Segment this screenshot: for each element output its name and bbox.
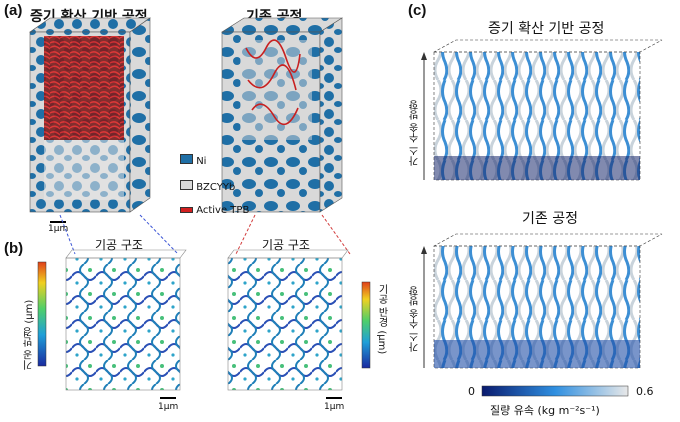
panel-label-b: (b)	[4, 240, 24, 257]
colorbar-left-label: 기공 반경 (μm)	[24, 299, 35, 370]
panel-c-axis-label-top: 가스 수송 방향	[410, 99, 421, 166]
scale-label-b-right: 1μm	[324, 402, 345, 412]
legend-tpb-swatch	[180, 207, 193, 213]
legend-ni: Ni	[180, 154, 206, 167]
legend-bzcyyb-swatch	[180, 180, 193, 190]
connector-right-2	[321, 214, 351, 255]
panel-b-right-title: 기공 구조	[262, 238, 310, 252]
legend-ni-label: Ni	[196, 156, 207, 167]
colorbar-min-label: 0	[468, 385, 475, 398]
panel-c-axis-label-bottom: 가스 수송 방향	[410, 285, 421, 352]
colorbar-right-label: 기공 반경 (μm)	[376, 284, 387, 355]
legend-bzcyyb: BZCYYb	[180, 180, 235, 193]
panel-b-left-title: 기공 구조	[95, 238, 143, 252]
legend-bzcyyb-label: BZCYYb	[196, 182, 236, 193]
colorbar-mass-flux	[481, 385, 629, 397]
cube-left-top-face	[29, 17, 151, 33]
connector-left-2	[139, 214, 179, 255]
connector-left-1	[59, 214, 76, 255]
pore-structure-right	[227, 257, 343, 391]
active-tpb-region-left	[44, 36, 124, 140]
colorbar-max-label: 0.6	[636, 385, 654, 398]
scale-label-b-left: 1μm	[158, 402, 179, 412]
legend-tpb-label: Active TPB	[196, 205, 250, 216]
colorbar-right	[361, 281, 371, 369]
panel-c-bottom-title: 기존 공정	[522, 211, 578, 227]
cube-left-side-face	[129, 17, 151, 213]
panel-c-top-title: 증기 확산 기반 공정	[488, 21, 605, 37]
cube-right-side-face	[319, 17, 343, 213]
colorbar-title: 질량 유속 (kg m⁻²s⁻¹)	[490, 404, 600, 417]
panel-label-a: (a)	[4, 2, 23, 19]
scale-label-a: 1μm	[48, 224, 69, 234]
legend-ni-swatch	[180, 154, 193, 164]
panel-label-c: (c)	[408, 2, 427, 19]
active-tpb-region-right	[245, 39, 301, 126]
colorbar-left	[37, 261, 47, 367]
connector-right-1	[235, 214, 256, 255]
legend-tpb: Active TPB	[180, 205, 249, 216]
pore-structure-left	[65, 257, 181, 391]
cube-left-lower-transparent	[44, 140, 124, 200]
